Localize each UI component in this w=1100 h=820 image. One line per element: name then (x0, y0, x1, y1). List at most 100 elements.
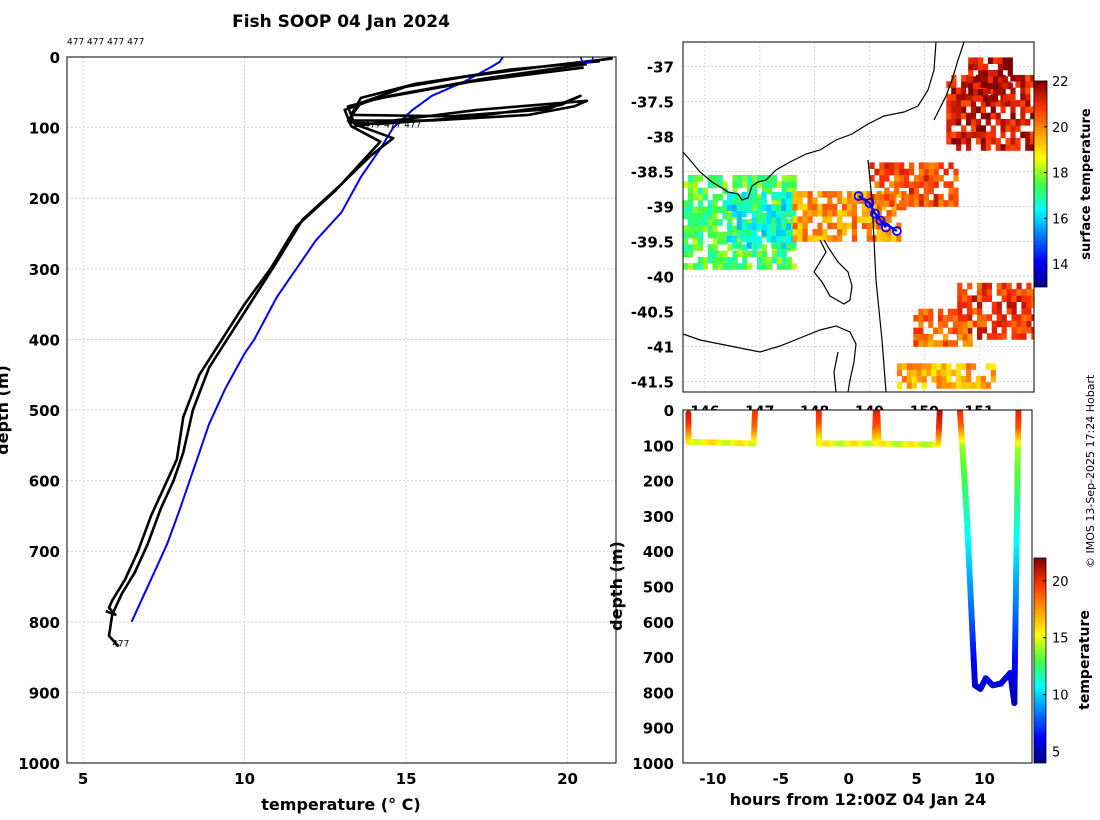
section-x-tick-label: -5 (772, 770, 789, 788)
sst-cell (807, 235, 813, 242)
sst-cell (802, 216, 808, 223)
sst-cell (817, 222, 823, 230)
sst-cell (791, 263, 797, 270)
sst-cell (871, 203, 877, 211)
sst-cell (901, 363, 907, 370)
sst-cell (1021, 326, 1027, 334)
sst-cell (961, 106, 967, 113)
sst-cell (938, 175, 944, 182)
sst-cell (879, 181, 885, 188)
sst-cell (923, 181, 929, 188)
sst-cell (1001, 320, 1007, 328)
sst-cell (986, 295, 992, 302)
sst-cell (722, 263, 728, 270)
sst-cell (933, 168, 939, 176)
sst-cell (956, 137, 962, 145)
sst-cell (687, 175, 694, 182)
sst-cell (847, 191, 853, 198)
sst-cell (961, 112, 967, 120)
sst-cell (884, 193, 890, 201)
map-colorbar-tick-label: 14 (1052, 258, 1069, 273)
sst-cell (791, 210, 797, 218)
sst-cell (991, 308, 997, 315)
sst-cell (737, 175, 743, 182)
sst-cell (943, 321, 949, 328)
sst-cell (851, 228, 858, 236)
sst-cell (913, 193, 920, 201)
sst-cell (992, 70, 999, 77)
section-y-tick-label: 400 (643, 543, 674, 561)
sst-cell (956, 363, 962, 370)
sst-cell (952, 327, 958, 335)
sst-cell (737, 263, 743, 270)
section-y-tick-label: 1000 (632, 755, 674, 773)
sst-cell (962, 289, 968, 296)
profile-line-profile-4 (347, 59, 601, 126)
sst-cell (802, 228, 808, 236)
map-colorbar-tick-label: 18 (1052, 167, 1069, 182)
sst-cell (987, 76, 994, 83)
sst-cell (997, 70, 1003, 77)
sst-cell (913, 333, 919, 341)
sst-cell (751, 235, 757, 243)
sst-cell (961, 125, 967, 132)
sst-cell (771, 181, 777, 188)
sst-cell (832, 191, 838, 198)
sst-cell (1000, 131, 1006, 139)
sst-cell (933, 193, 939, 201)
sst-cell (866, 235, 872, 242)
sst-cell (947, 340, 954, 347)
credit-text: © IMOS 13-Sep-2025 17:24 Hobart (1084, 374, 1097, 568)
profile-annotation: 477 477 477 (364, 121, 421, 131)
sst-cell (933, 181, 939, 188)
sst-cell (766, 187, 773, 195)
sst-cell (747, 175, 753, 182)
sst-cell (956, 87, 962, 95)
map-panel: 146147148149150151-37-37.5-38-38.5-39-39… (631, 41, 1094, 420)
sst-cell (717, 263, 723, 270)
section-colorbar-label: temperature (1077, 610, 1093, 710)
sst-cell (990, 100, 996, 107)
map-lat-tick-label: -40.5 (631, 304, 674, 322)
sst-cell (736, 210, 742, 218)
section-casts (685, 410, 1022, 706)
sst-cell (683, 244, 689, 251)
sst-cell (879, 162, 885, 169)
sst-cell (817, 203, 823, 211)
sst-cell (822, 216, 828, 223)
sst-cell (1020, 112, 1026, 120)
sst-cell (973, 95, 979, 102)
sst-cell (731, 198, 737, 205)
ship-track-line (857, 194, 898, 233)
sst-cell (866, 191, 872, 198)
sst-cell (869, 175, 875, 182)
ship-track-point (864, 198, 875, 208)
sst-cell (761, 217, 767, 224)
sst-cell (731, 191, 737, 199)
sst-cell (978, 95, 984, 102)
sst-cell (909, 168, 915, 176)
sst-cell (1015, 74, 1021, 82)
sst-cell (881, 228, 887, 236)
sst-cell (732, 181, 738, 188)
sst-cell (923, 175, 929, 182)
sst-cell (866, 216, 872, 223)
map-colorbar-label: surface temperature (1079, 108, 1094, 260)
sst-cell (781, 204, 787, 211)
sst-cell (967, 333, 973, 341)
sst-cell (697, 225, 703, 232)
sst-cell (1002, 57, 1008, 64)
sst-cell (972, 320, 978, 328)
sst-cell (807, 191, 813, 198)
sst-cell (827, 197, 833, 204)
sst-cell (726, 204, 733, 211)
sst-cell (1011, 295, 1017, 302)
sst-cell (1025, 131, 1031, 139)
sst-cell (771, 200, 777, 207)
sst-cell (827, 222, 833, 230)
sst-cell (1000, 119, 1006, 126)
sst-cell (997, 88, 1003, 96)
sst-cell (909, 162, 915, 169)
sst-cell (802, 191, 808, 198)
sst-cell (980, 125, 986, 132)
